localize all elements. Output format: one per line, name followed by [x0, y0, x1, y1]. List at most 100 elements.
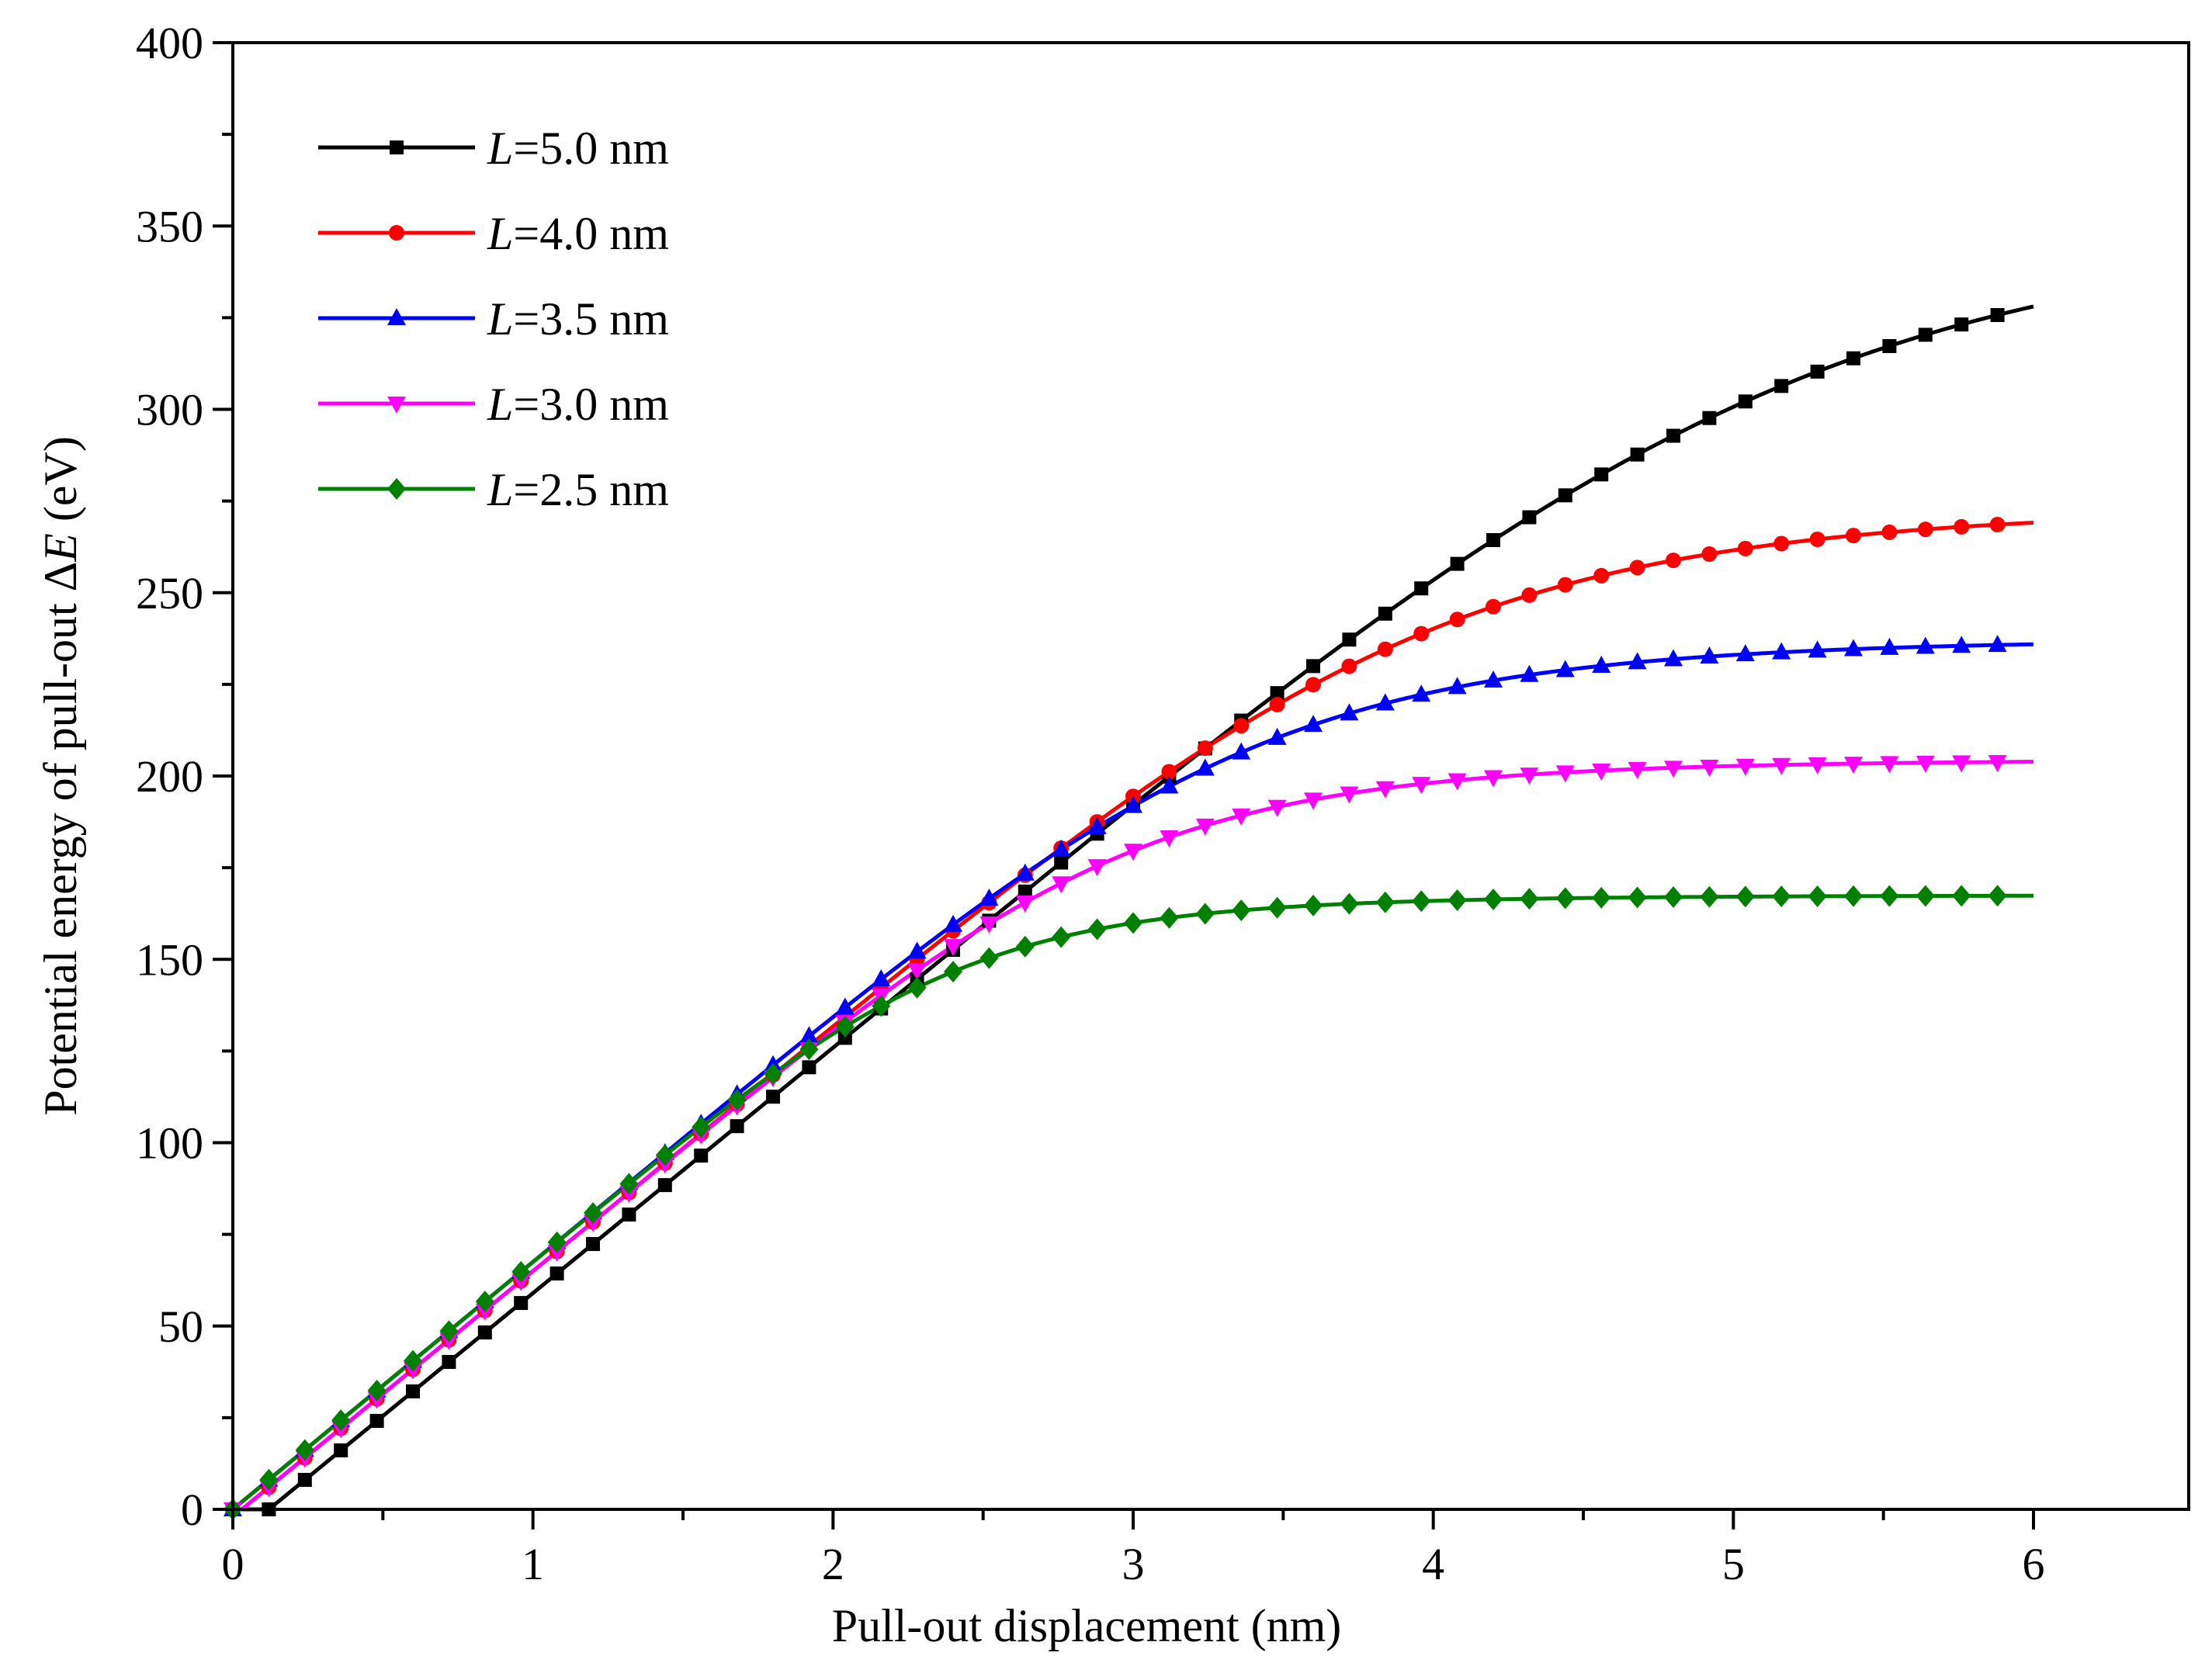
data-point [1735, 758, 1755, 776]
legend: L=5.0 nmL=4.0 nmL=3.5 nmL=3.0 nmL=2.5 nm [318, 123, 669, 515]
legend-label-value: =3.0 nm [513, 379, 669, 430]
data-point [1232, 808, 1251, 826]
data-point [766, 1090, 780, 1104]
data-point [1449, 611, 1465, 628]
data-point [944, 939, 962, 957]
data-point [1628, 762, 1647, 780]
legend-label-value: =3.5 nm [513, 293, 669, 345]
data-point [1808, 757, 1827, 774]
data-point [979, 889, 999, 906]
data-point [799, 1026, 819, 1044]
data-point [1990, 307, 2005, 322]
data-point [802, 1060, 816, 1075]
data-point [439, 1320, 459, 1343]
data-point [1015, 935, 1035, 958]
data-point [1629, 560, 1645, 576]
legend-marker [387, 308, 406, 325]
x-tick-labels: 0 1 2 3 4 5 6 [222, 1539, 2045, 1589]
y-tick-label: 50 [158, 1301, 203, 1352]
y-tick-label: 100 [136, 1118, 203, 1169]
data-point [622, 1207, 636, 1222]
data-point [477, 1325, 492, 1340]
data-point [1592, 764, 1611, 781]
data-point [1954, 317, 1969, 332]
data-point [1484, 889, 1503, 911]
data-point [1774, 379, 1789, 393]
y-axis-title-variable: E [35, 533, 86, 563]
y-axis-title-suffix: (eV) [35, 436, 86, 533]
data-point [944, 961, 962, 983]
data-point [369, 1414, 384, 1429]
data-point [1342, 632, 1357, 647]
data-point [1306, 659, 1320, 674]
x-tick-label: 0 [222, 1539, 244, 1589]
data-point [1195, 903, 1215, 925]
x-tick-label: 2 [822, 1539, 844, 1589]
y-tick-label: 300 [136, 385, 203, 435]
y-tick-label: 150 [136, 934, 203, 985]
data-point [1700, 759, 1719, 777]
data-point [944, 914, 962, 932]
y-axis-title-prefix: Potential energy of pull-out Δ [35, 562, 86, 1116]
data-point [1160, 906, 1179, 929]
data-point [1375, 781, 1395, 799]
data-point [1844, 757, 1863, 774]
data-point [511, 1260, 531, 1283]
data-point [1412, 684, 1431, 702]
data-point [550, 1266, 564, 1281]
x-tick-label: 3 [1122, 1539, 1145, 1589]
data-point [442, 1355, 456, 1370]
data-point [1304, 715, 1323, 733]
data-point [1160, 830, 1179, 847]
data-point [655, 1144, 674, 1166]
data-point [692, 1116, 711, 1138]
data-point [1664, 649, 1683, 667]
data-point [1810, 364, 1825, 379]
data-point [799, 1038, 819, 1061]
data-point [1052, 926, 1071, 948]
data-point [1666, 553, 1681, 569]
data-point [1557, 577, 1573, 593]
series-markers [224, 307, 2007, 1520]
legend-label-variable: L [487, 208, 513, 259]
data-point [475, 1291, 494, 1313]
data-point [1233, 718, 1250, 734]
data-point [514, 1296, 529, 1311]
data-point [764, 1062, 782, 1085]
data-point [1808, 885, 1827, 907]
legend-item: L=3.5 nm [318, 293, 669, 345]
data-point [1520, 767, 1539, 785]
data-point [1735, 885, 1755, 908]
data-point [907, 941, 927, 959]
data-point [1161, 764, 1177, 780]
data-point [1087, 816, 1107, 834]
data-point [259, 1468, 279, 1491]
legend-label-variable: L [487, 379, 513, 430]
legend-label: L=3.0 nm [487, 379, 669, 430]
data-point [1340, 892, 1359, 915]
axis-ticks [213, 41, 2035, 1530]
data-point [1522, 510, 1537, 525]
data-point [1267, 799, 1287, 817]
data-point [297, 1473, 312, 1488]
data-point [1448, 889, 1467, 912]
legend-label: L=5.0 nm [487, 123, 669, 174]
data-point [1772, 757, 1791, 775]
legend-marker [390, 140, 404, 154]
data-point [1195, 818, 1215, 836]
x-tick-label: 5 [1722, 1539, 1745, 1589]
data-point [872, 995, 891, 1017]
data-point [1772, 642, 1791, 660]
data-point [1844, 885, 1863, 907]
data-point [1844, 639, 1863, 657]
y-tick-labels: 0 50 100 150 200 250 300 350 400 [136, 18, 203, 1535]
data-point [1087, 918, 1107, 941]
data-point [1052, 839, 1071, 857]
data-point [1375, 693, 1395, 711]
data-point [1988, 635, 2007, 653]
y-axis-title: Potential energy of pull-out ΔE (eV) [35, 436, 86, 1116]
data-point [331, 1409, 351, 1432]
data-point [1267, 896, 1287, 919]
data-point [1087, 859, 1107, 877]
data-point [1555, 660, 1575, 677]
